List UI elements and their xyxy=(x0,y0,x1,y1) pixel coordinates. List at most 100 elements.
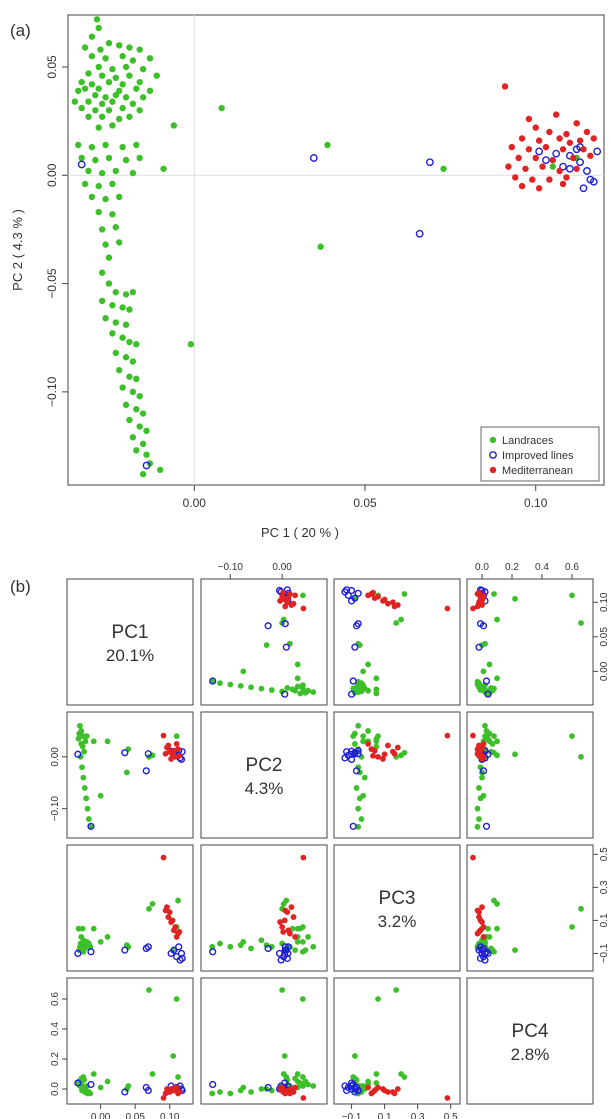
reference-lines xyxy=(68,15,604,485)
matrix-tick-label: 0.2 xyxy=(50,1052,61,1066)
matrix-point-landraces xyxy=(365,728,371,734)
matrix-tick-label: 0.10 xyxy=(160,1112,180,1119)
matrix-point-improved-lines xyxy=(283,954,291,962)
point-mediterranean xyxy=(570,154,577,162)
point-mediterranean xyxy=(549,156,556,164)
matrix-point-landraces xyxy=(258,1086,265,1092)
point-landraces xyxy=(105,107,113,114)
point-landraces xyxy=(71,98,79,105)
matrix-point-improved-lines xyxy=(87,822,95,830)
matrix-point-landraces xyxy=(302,689,309,696)
matrix-point-landraces xyxy=(104,1078,111,1085)
point-landraces xyxy=(98,100,106,108)
matrix-point-mediterranean xyxy=(479,919,485,925)
matrix-point-mediterranean xyxy=(280,1089,287,1095)
matrix-point-landraces xyxy=(104,934,111,940)
point-landraces xyxy=(88,81,96,88)
matrix-point-landraces xyxy=(87,1090,94,1097)
matrix-point-landraces xyxy=(284,685,291,691)
matrix-point-landraces xyxy=(78,1075,85,1082)
matrix-point-improved-lines xyxy=(476,943,485,951)
matrix-point-improved-lines xyxy=(354,1086,362,1095)
legend-label-mediterranean: Mediterranean xyxy=(502,465,573,477)
matrix-point-improved-lines xyxy=(74,949,82,958)
diagonal-value-pc2: 4.3% xyxy=(245,779,284,798)
matrix-cell xyxy=(200,977,328,1105)
matrix-tick-label: 0.3 xyxy=(411,1112,425,1119)
matrix-point-landraces xyxy=(83,733,90,740)
point-landraces xyxy=(160,165,167,172)
matrix-point-landraces xyxy=(258,685,265,692)
matrix-point-improved-lines xyxy=(349,677,357,685)
point-mediterranean xyxy=(518,182,526,190)
point-landraces xyxy=(88,52,96,60)
matrix-point-mediterranean xyxy=(476,914,482,920)
point-landraces xyxy=(126,373,133,380)
point-landraces xyxy=(81,85,89,92)
point-mediterranean xyxy=(508,143,516,151)
matrix-point-mediterranean xyxy=(176,929,183,935)
matrix-point-mediterranean xyxy=(282,907,289,914)
point-landraces xyxy=(98,297,106,305)
point-landraces xyxy=(126,306,133,313)
matrix-point-improved-lines xyxy=(281,690,289,698)
matrix-point-improved-lines xyxy=(351,594,359,602)
plot-frame-a xyxy=(67,14,605,486)
point-mediterranean xyxy=(532,154,539,162)
matrix-point-landraces xyxy=(248,684,254,691)
point-landraces xyxy=(136,423,143,430)
matrix-point-landraces xyxy=(482,733,488,740)
point-landraces xyxy=(105,154,113,162)
matrix-point-landraces xyxy=(494,925,500,932)
matrix-point-landraces xyxy=(355,805,362,812)
point-landraces xyxy=(126,338,133,346)
point-mediterranean xyxy=(535,137,543,144)
matrix-point-landraces xyxy=(75,925,82,932)
point-landraces xyxy=(218,104,225,112)
matrix-point-landraces xyxy=(360,738,367,745)
point-mediterranean xyxy=(542,143,550,151)
point-landraces xyxy=(119,81,126,88)
point-landraces xyxy=(88,143,96,151)
matrix-point-landraces xyxy=(258,937,265,944)
matrix-point-mediterranean xyxy=(371,747,378,754)
point-landraces xyxy=(109,330,116,337)
point-landraces xyxy=(122,401,130,409)
matrix-point-improved-lines xyxy=(175,943,183,951)
matrix-point-landraces xyxy=(491,897,497,904)
point-landraces xyxy=(85,98,92,105)
matrix-point-improved-lines xyxy=(343,586,351,594)
matrix-point-landraces xyxy=(365,661,371,668)
matrix-point-improved-lines xyxy=(482,677,491,685)
matrix-point-landraces xyxy=(217,680,223,687)
matrix-point-mediterranean xyxy=(292,592,298,599)
matrix-point-improved-lines xyxy=(275,949,284,958)
point-landraces xyxy=(112,349,119,357)
point-landraces xyxy=(133,375,140,383)
matrix-point-mediterranean xyxy=(173,741,180,747)
legend-marker-landraces xyxy=(489,436,497,444)
panel-b-scatter-matrix: PC1 20.1% PC2 4.3% PC3 3.2% PC4 2.8% −0.10 0.00 0… xyxy=(50,562,610,1119)
point-landraces xyxy=(119,384,126,391)
point-mediterranean xyxy=(590,135,597,142)
matrix-point-landraces xyxy=(491,591,497,597)
matrix-point-improved-lines xyxy=(343,1086,351,1095)
matrix-cell xyxy=(333,977,461,1105)
point-improved-lines xyxy=(425,158,434,167)
matrix-point-improved-lines xyxy=(144,943,152,951)
matrix-point-landraces xyxy=(299,682,306,689)
matrix-point-landraces xyxy=(217,1089,223,1095)
point-landraces xyxy=(146,87,154,95)
matrix-point-landraces xyxy=(578,620,584,626)
point-landraces xyxy=(88,33,96,40)
matrix-point-landraces xyxy=(373,1071,380,1077)
matrix-point-improved-lines xyxy=(354,747,362,755)
matrix-point-landraces xyxy=(578,905,584,912)
matrix-point-improved-lines xyxy=(475,643,483,651)
matrix-point-landraces xyxy=(373,675,380,682)
matrix-point-landraces xyxy=(310,689,317,695)
matrix-point-improved-lines xyxy=(349,822,357,830)
point-landraces xyxy=(78,154,85,162)
matrix-point-landraces xyxy=(479,774,485,781)
matrix-point-improved-lines xyxy=(341,1082,349,1090)
